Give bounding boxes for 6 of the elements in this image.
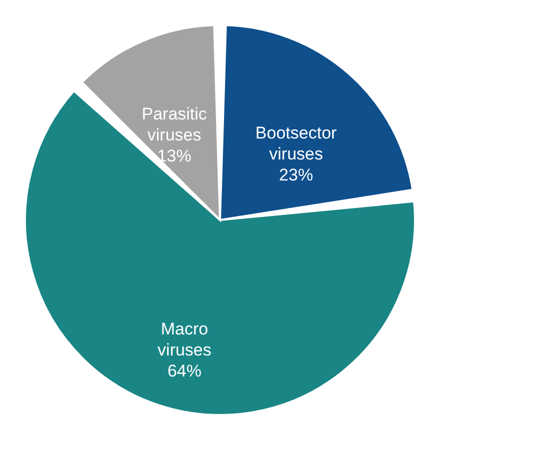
data-label: 64% [167,361,202,380]
slice-label: Macro viruses [158,319,212,360]
data-label: 23% [279,166,314,185]
slice-label: Bootsector viruses [255,124,338,164]
data-label: 13% [157,146,192,166]
slice-label: Parasitic viruses [142,104,208,144]
